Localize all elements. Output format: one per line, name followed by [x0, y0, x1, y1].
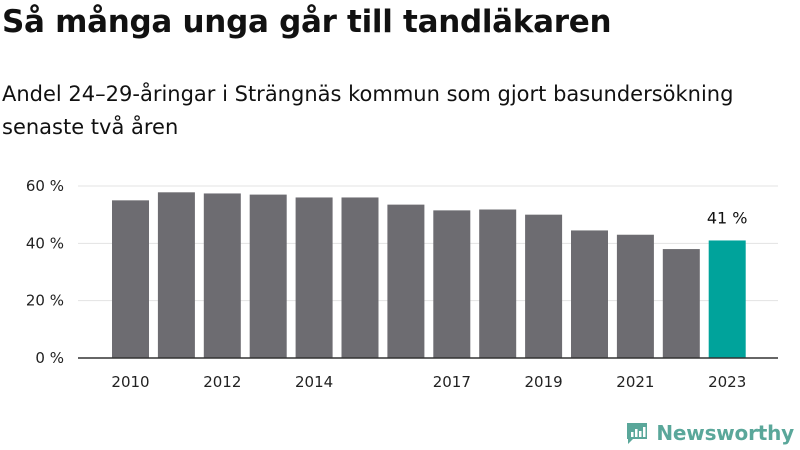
x-tick-label: 2017 — [433, 373, 471, 391]
bar — [112, 200, 149, 358]
bar — [295, 197, 333, 358]
bar — [341, 197, 379, 358]
x-tick-label: 2010 — [111, 373, 149, 391]
bar — [479, 209, 517, 358]
brand-name: Newsworthy — [656, 421, 794, 445]
x-tick-label: 2014 — [295, 373, 333, 391]
bar — [249, 194, 287, 358]
x-tick-label: 2012 — [203, 373, 241, 391]
bar — [525, 214, 563, 358]
data-label: 41 % — [707, 208, 748, 227]
chart-title: Så många unga går till tandläkaren — [2, 4, 612, 40]
chart-subtitle: Andel 24–29-åringar i Strängnäs kommun s… — [2, 82, 734, 139]
y-tick-label: 40 % — [26, 234, 64, 252]
bar — [387, 204, 425, 358]
y-tick-label: 60 % — [26, 177, 64, 195]
bar — [157, 192, 195, 358]
newsworthy-logo-icon — [627, 423, 648, 444]
x-tick-label: 2019 — [525, 373, 563, 391]
y-tick-label: 0 % — [35, 349, 64, 367]
bar-chart: 0 % 20 % 40 % 60 % 41 % 2010 2012 2014 2017 2019 2… — [26, 177, 778, 391]
bar — [433, 210, 471, 358]
brand: Newsworthy — [624, 420, 794, 446]
x-tick-label: 2023 — [708, 373, 746, 391]
y-tick-label: 20 % — [26, 292, 64, 310]
x-tick-label: 2021 — [616, 373, 654, 391]
bar-highlight — [708, 240, 746, 358]
bar — [571, 230, 608, 358]
bar — [203, 193, 241, 358]
bar — [662, 249, 700, 358]
bar — [616, 234, 654, 358]
